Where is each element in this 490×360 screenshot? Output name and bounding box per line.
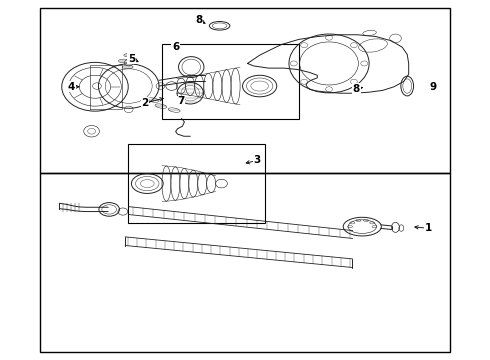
Bar [162,44,299,119]
Bar [40,8,450,173]
Text: 9: 9 [430,82,437,93]
Text: 4: 4 [68,82,75,92]
Text: 7: 7 [177,96,184,106]
Bar [40,173,450,352]
Text: 8: 8 [195,15,202,26]
Text: 8: 8 [353,84,360,94]
Text: 3: 3 [254,155,261,165]
Bar [128,144,265,223]
Text: 5: 5 [128,54,135,64]
Text: 6: 6 [172,42,179,51]
Text: 1: 1 [425,224,432,233]
Text: 2: 2 [141,98,148,108]
